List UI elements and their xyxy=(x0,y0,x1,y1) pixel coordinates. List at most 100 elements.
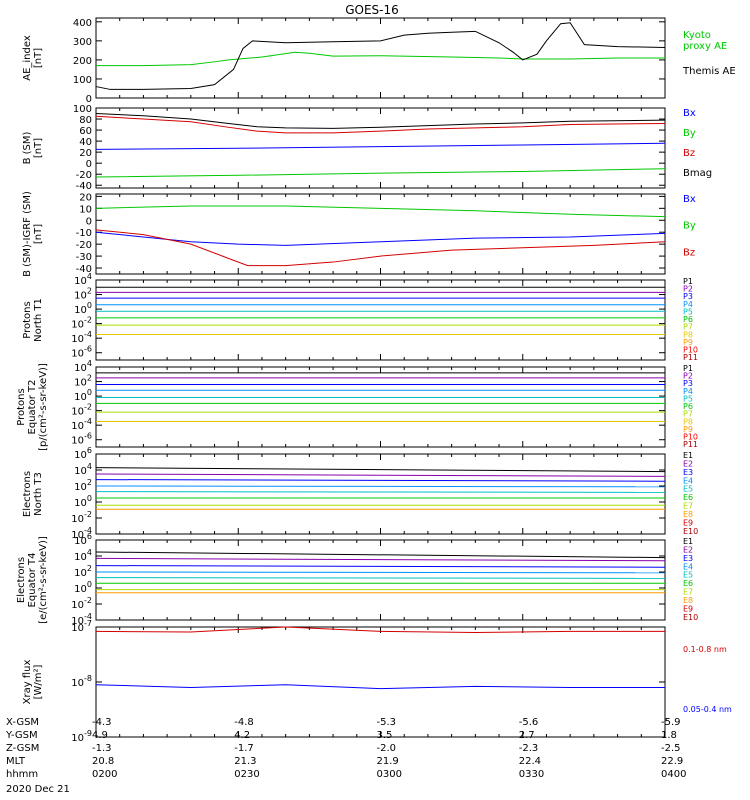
legend-label: P10 xyxy=(683,346,698,355)
legend-label: P2 xyxy=(683,285,693,294)
y-tick-label: 10-2 xyxy=(71,403,92,418)
y-tick-label: 40 xyxy=(79,137,92,148)
y-axis-label: ElectronsEquator T4[e/(cm²-s-sr-keV)] xyxy=(16,536,49,624)
y-tick-label: 100 xyxy=(73,104,92,115)
y-tick-label: 104 xyxy=(74,462,92,477)
legend-label: By xyxy=(683,128,696,139)
footer-value: -5.3 xyxy=(376,717,397,728)
y-tick-label: 10-2 xyxy=(71,316,92,331)
legend-label: E1 xyxy=(683,451,693,460)
legend-label: Bx xyxy=(683,108,696,119)
legend-label: E8 xyxy=(683,596,693,605)
y-tick-label: 10-6 xyxy=(71,345,92,360)
footer-value: 22.9 xyxy=(661,756,684,767)
footer-value: 20.8 xyxy=(92,756,115,767)
series-line-e5 xyxy=(95,577,666,579)
footer-row: Y-GSM 4.9 4.2 3.5 2.7 1.8 xyxy=(6,730,746,741)
footer-value: 4.9 xyxy=(92,730,108,741)
y-tick-label: -10 xyxy=(76,228,92,239)
legend-label: E7 xyxy=(683,502,693,511)
panel-frame xyxy=(95,17,666,99)
y-axis-label: ElectronsNorth T3 xyxy=(22,471,44,517)
series-line-e1 xyxy=(95,551,666,559)
footer-value: 21.9 xyxy=(376,756,399,767)
legend-label: E10 xyxy=(683,613,698,622)
y-tick-label: 100 xyxy=(74,388,92,403)
series-line-bz xyxy=(95,229,666,267)
footer-value: 0400 xyxy=(661,769,687,780)
series-line-e3 xyxy=(95,565,666,568)
legend-label: P3 xyxy=(683,292,693,301)
y-tick-label: 400 xyxy=(73,18,92,29)
y-tick-label: -40 xyxy=(76,264,92,275)
y-tick-label: 20 xyxy=(79,148,92,159)
y-tick-label: 102 xyxy=(74,287,92,302)
series-line-bmag xyxy=(95,113,666,129)
legend-label: E4 xyxy=(683,476,693,485)
footer-value: -2.5 xyxy=(661,743,681,754)
series-line-by xyxy=(95,205,666,218)
footer-value: 0230 xyxy=(234,769,260,780)
y-tick-label: 10-4 xyxy=(71,526,92,541)
y-tick-label: 100 xyxy=(74,580,92,595)
y-tick-label: 102 xyxy=(74,478,92,493)
footer-value: -5.6 xyxy=(518,717,539,728)
series-line-bx xyxy=(95,231,666,246)
y-tick-label: 104 xyxy=(74,548,92,563)
footer-value: 2.7 xyxy=(518,730,535,741)
legend-label: E1 xyxy=(683,537,693,546)
footer-row: MLT 20.8 21.3 21.9 22.4 22.9 xyxy=(6,756,746,767)
y-tick-label: 10-4 xyxy=(71,612,92,627)
legend-label: E10 xyxy=(683,527,698,536)
y-tick-label: 10-4 xyxy=(71,330,92,345)
legend-label: Bz xyxy=(683,148,695,159)
y-tick-label: -20 xyxy=(76,170,92,181)
legend-label: P5 xyxy=(683,394,693,403)
footer-value: 0330 xyxy=(518,769,545,780)
y-tick-label: 100 xyxy=(73,75,92,86)
footer-value: 3.5 xyxy=(376,730,393,741)
series-line-0-05-0-4-nm xyxy=(95,684,665,690)
footer-row: hhmm 0200 0230 0300 0330 0400 xyxy=(6,769,746,780)
legend-label: P4 xyxy=(683,300,693,309)
legend-label: P10 xyxy=(683,433,698,442)
y-tick-label: 200 xyxy=(73,56,92,67)
y-tick-label: 10-2 xyxy=(71,510,92,525)
legend-label: 0.1-0.8 nm xyxy=(683,645,727,654)
y-axis-label: Xray flux[W/m²] xyxy=(22,660,44,705)
y-tick-label: 300 xyxy=(73,37,92,48)
date-label: 2020 Dec 21 xyxy=(6,784,70,795)
footer-value: -4.8 xyxy=(234,717,254,728)
y-tick-label: 100 xyxy=(74,301,92,316)
footer-value: 4.2 xyxy=(234,730,251,741)
legend-label: P6 xyxy=(683,315,693,324)
legend-label: P2 xyxy=(683,372,693,381)
legend-label: P3 xyxy=(683,379,693,388)
series-line-e2 xyxy=(95,473,666,477)
legend-label: P8 xyxy=(683,330,693,339)
series-line-kyoto-proxy-ae xyxy=(96,51,665,67)
footer-value: -1.7 xyxy=(234,743,254,754)
footer-value: -4.3 xyxy=(92,717,112,728)
legend-label: E9 xyxy=(683,518,693,527)
footer-row-label: MLT xyxy=(6,756,25,767)
legend-label: E9 xyxy=(683,604,693,613)
y-tick-label: 106 xyxy=(74,532,92,547)
y-tick-label: 10-9 xyxy=(71,729,92,744)
footer-value: -1.3 xyxy=(92,743,112,754)
footer-row-label: hhmm xyxy=(6,769,39,780)
y-tick-label: 20 xyxy=(79,192,92,203)
legend-label: P7 xyxy=(683,323,693,332)
series-line-themis-ae xyxy=(95,22,666,90)
series-line-e5 xyxy=(95,491,666,493)
legend-label: P1 xyxy=(683,277,693,286)
legend-label: E8 xyxy=(683,510,693,519)
y-tick-label: 60 xyxy=(79,126,92,137)
series-line-e3 xyxy=(95,479,666,482)
footer-value: 22.4 xyxy=(518,756,542,767)
y-tick-label: 102 xyxy=(74,564,92,579)
footer-row: Z-GSM -1.3 -1.7 -2.0 -2.3 -2.5 xyxy=(6,743,746,754)
chart-title: GOES-16 xyxy=(345,3,399,17)
y-tick-label: 10 xyxy=(79,204,92,215)
y-axis-label: B (SM)-IGRF (SM)[nT] xyxy=(22,191,44,277)
